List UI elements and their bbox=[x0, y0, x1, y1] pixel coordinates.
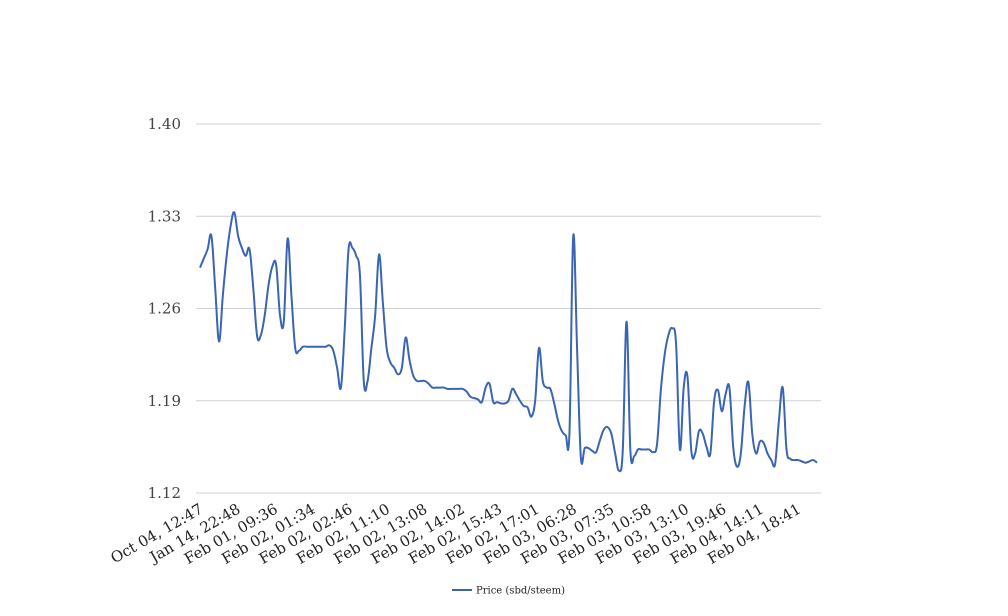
legend-label: Price (sbd/steem) bbox=[476, 586, 565, 597]
y-axis-ticks: 1.40 1.33 1.26 1.19 1.12 bbox=[148, 115, 181, 502]
series-line-0 bbox=[199, 211, 818, 473]
y-tick-label: 1.33 bbox=[148, 207, 181, 225]
y-tick-label: 1.12 bbox=[148, 484, 181, 502]
series-layer bbox=[199, 211, 818, 473]
y-tick-label: 1.26 bbox=[148, 300, 181, 318]
y-tick-label: 1.19 bbox=[148, 392, 181, 410]
legend: Price (sbd/steem) bbox=[452, 586, 565, 597]
gridlines bbox=[196, 123, 821, 494]
y-tick-label: 1.40 bbox=[148, 115, 181, 133]
